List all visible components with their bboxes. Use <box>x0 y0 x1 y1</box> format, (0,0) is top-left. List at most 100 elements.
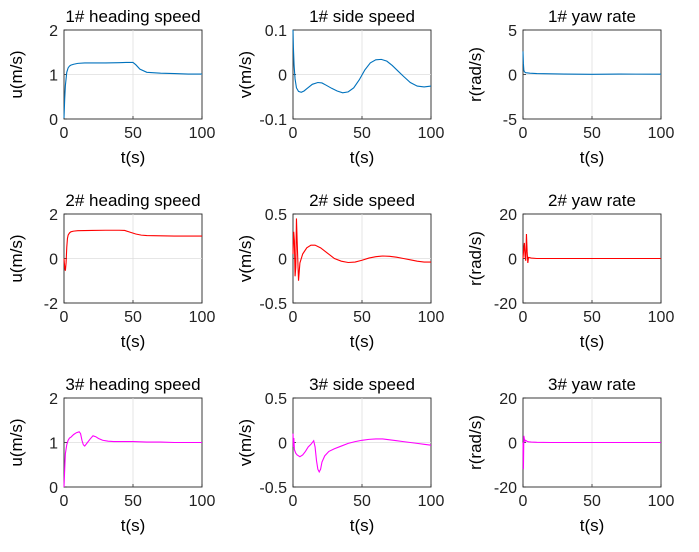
series-line <box>522 233 661 264</box>
x-tick-label: 0 <box>519 493 528 510</box>
series-line <box>63 61 202 119</box>
x-tick-label: 50 <box>124 125 142 142</box>
x-tick-label: 0 <box>519 125 528 142</box>
y-tick-label: 0 <box>49 252 58 269</box>
y-tick-label: 0 <box>49 112 58 129</box>
x-axis-label: t(s) <box>350 148 375 167</box>
series-line <box>292 29 432 94</box>
y-tick-label: 0 <box>278 68 287 85</box>
x-tick-label: 0 <box>60 309 69 326</box>
x-axis-label: t(s) <box>121 148 146 167</box>
y-tick-label: 1 <box>49 68 58 85</box>
x-tick-label: 50 <box>583 493 601 510</box>
subplot-title: 2# heading speed <box>65 191 200 210</box>
x-tick-label: 100 <box>189 125 216 142</box>
y-tick-label: 0 <box>508 68 517 85</box>
y-axis-label: u(m/s) <box>7 234 26 282</box>
subplot-title: 1# side speed <box>309 7 415 26</box>
y-tick-label: 0 <box>49 480 58 497</box>
y-axis-label: r(rad/s) <box>466 47 485 102</box>
x-axis-label: t(s) <box>580 516 605 535</box>
x-tick-label: 100 <box>418 493 445 510</box>
subplot-title: 2# yaw rate <box>548 191 636 210</box>
y-axis-label: r(rad/s) <box>466 231 485 286</box>
x-tick-label: 100 <box>418 125 445 142</box>
y-axis-label: u(m/s) <box>7 50 26 98</box>
subplot-title: 3# yaw rate <box>548 375 636 394</box>
series-line <box>522 435 661 470</box>
y-tick-label: -20 <box>494 480 517 497</box>
y-tick-label: -2 <box>44 296 58 313</box>
series-line <box>63 431 202 488</box>
y-tick-label: -0.1 <box>259 112 287 129</box>
y-tick-label: 0 <box>278 252 287 269</box>
y-tick-label: 1 <box>49 436 58 453</box>
x-tick-label: 0 <box>60 125 69 142</box>
y-tick-label: 0 <box>508 436 517 453</box>
x-tick-label: 50 <box>583 309 601 326</box>
y-axis-label: u(m/s) <box>7 418 26 466</box>
x-axis-label: t(s) <box>121 516 146 535</box>
x-tick-label: 0 <box>60 493 69 510</box>
subplot-title: 1# heading speed <box>65 7 200 26</box>
x-axis-label: t(s) <box>350 516 375 535</box>
x-tick-label: 50 <box>124 309 142 326</box>
series-line <box>292 218 431 281</box>
series-line <box>292 433 432 474</box>
x-axis-label: t(s) <box>580 148 605 167</box>
y-axis-label: r(rad/s) <box>466 415 485 470</box>
y-tick-label: -20 <box>494 296 517 313</box>
y-tick-label: -5 <box>503 112 517 129</box>
x-tick-label: 50 <box>124 493 142 510</box>
x-tick-label: 100 <box>189 493 216 510</box>
y-axis-label: v(m/s) <box>236 235 255 282</box>
x-axis-label: t(s) <box>350 332 375 351</box>
y-tick-label: 2 <box>49 391 58 408</box>
y-axis-label: v(m/s) <box>236 51 255 98</box>
x-tick-label: 100 <box>648 309 675 326</box>
subplot-title: 3# side speed <box>309 375 415 394</box>
y-tick-label: 20 <box>499 207 517 224</box>
y-tick-label: 0.5 <box>265 391 287 408</box>
y-tick-label: 0.5 <box>265 207 287 224</box>
series-line <box>522 51 662 75</box>
y-tick-label: 2 <box>49 207 58 224</box>
x-tick-label: 50 <box>353 309 371 326</box>
x-tick-label: 0 <box>289 125 298 142</box>
x-tick-label: 50 <box>353 493 371 510</box>
x-tick-label: 0 <box>289 493 298 510</box>
x-tick-label: 100 <box>418 309 445 326</box>
y-tick-label: -0.5 <box>259 480 287 497</box>
x-axis-label: t(s) <box>580 332 605 351</box>
series-line <box>63 229 202 271</box>
y-axis-label: v(m/s) <box>236 419 255 466</box>
x-tick-label: 50 <box>583 125 601 142</box>
x-tick-label: 0 <box>519 309 528 326</box>
x-tick-label: 100 <box>189 309 216 326</box>
x-tick-label: 50 <box>353 125 371 142</box>
x-tick-label: 100 <box>648 125 675 142</box>
x-tick-label: 100 <box>648 493 675 510</box>
y-tick-label: 5 <box>508 23 517 40</box>
y-tick-label: 0 <box>278 436 287 453</box>
subplot-title: 1# yaw rate <box>548 7 636 26</box>
x-tick-label: 0 <box>289 309 298 326</box>
y-tick-label: 0.1 <box>265 23 287 40</box>
subplot-title: 2# side speed <box>309 191 415 210</box>
subplot-7: 0 50 100 0 1 2 3# heading speed t(s) u(m/s) <box>7 375 215 535</box>
y-tick-label: 20 <box>499 391 517 408</box>
x-axis-label: t(s) <box>121 332 146 351</box>
y-tick-label: 0 <box>508 252 517 269</box>
subplot-1: 0 50 100 0 1 2 1# heading speed t(s) u(m/s) <box>7 7 215 167</box>
subplot-title: 3# heading speed <box>65 375 200 394</box>
y-tick-label: 2 <box>49 23 58 40</box>
y-tick-label: -0.5 <box>259 296 287 313</box>
